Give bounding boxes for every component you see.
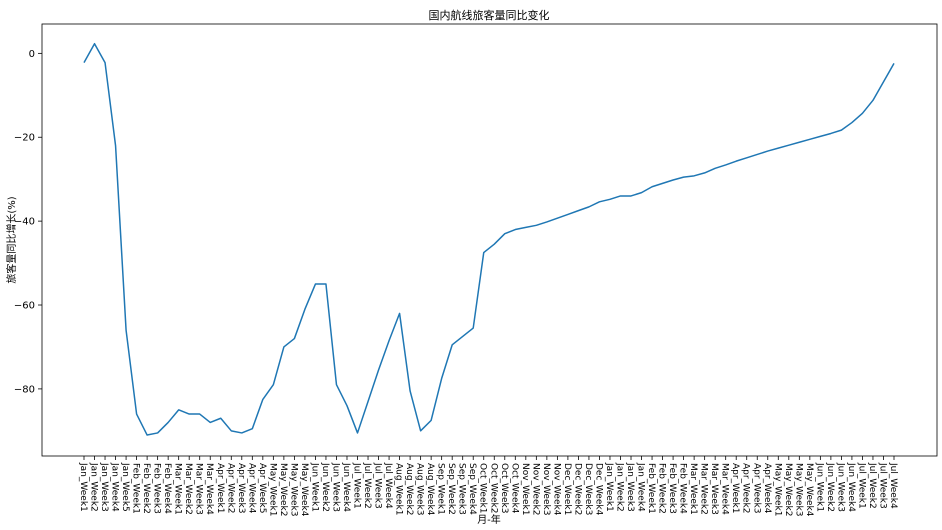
plot-frame bbox=[41, 23, 938, 457]
x-tick-label: Feb_Week1 bbox=[131, 463, 141, 514]
x-tick-label: Jul_Week1 bbox=[352, 462, 362, 509]
x-tick-label: Jul_Week1 bbox=[856, 462, 866, 509]
x-tick-label: Feb_Week2 bbox=[141, 463, 151, 514]
x-tick-label: Apr_Week2 bbox=[741, 463, 751, 513]
x-tick-label: Feb_Week1 bbox=[646, 463, 656, 514]
x-tick-label: Apr_Week3 bbox=[751, 463, 761, 513]
x-tick-label: Mar_Week4 bbox=[720, 463, 730, 515]
x-tick-label: Mar_Week3 bbox=[194, 463, 204, 515]
x-tick-label: Jun_Week4 bbox=[846, 462, 856, 512]
x-tick-label: Mar_Week2 bbox=[699, 463, 709, 515]
y-tick-label: 0 bbox=[29, 49, 35, 60]
x-tick-label: Jun_Week2 bbox=[825, 462, 835, 512]
x-tick-label: Jan_Week3 bbox=[625, 462, 635, 512]
x-tick-label: Jan_Week5 bbox=[120, 462, 130, 512]
x-tick-label: Mar_Week4 bbox=[204, 463, 214, 515]
x-tick-label: Jul_Week2 bbox=[867, 462, 877, 509]
x-tick-label: May_Week4 bbox=[804, 463, 814, 517]
x-tick-label: Nov_Week4 bbox=[551, 463, 561, 516]
x-tick-label: Jul_Week4 bbox=[383, 462, 393, 509]
x-tick-label: Sep_Week2 bbox=[446, 463, 456, 515]
x-tick-label: Jun_Week3 bbox=[330, 462, 340, 512]
x-tick-label: Jan_Week4 bbox=[110, 462, 120, 512]
x-tick-label: Jun_Week3 bbox=[835, 462, 845, 512]
y-tick-label: −80 bbox=[14, 384, 35, 395]
x-tick-label: Nov_Week2 bbox=[530, 463, 540, 515]
x-tick-label: Jan_Week1 bbox=[604, 462, 614, 512]
x-axis: Jan_Week1 Jan_Week2 Jan_Week3 Jan_Week4 Jan_… bbox=[78, 456, 898, 517]
x-tick-label: Apr_Week4 bbox=[246, 463, 256, 514]
x-tick-label: Jan_Week1 bbox=[78, 462, 88, 512]
y-axis: 0 −20 −40 −60 −80 bbox=[14, 49, 42, 395]
x-tick-label: Mar_Week2 bbox=[183, 463, 193, 515]
x-tick-label: Dec_Week1 bbox=[562, 463, 572, 515]
x-tick-label: Jul_Week2 bbox=[362, 462, 372, 509]
x-tick-label: Jun_Week1 bbox=[814, 462, 824, 512]
x-tick-label: Jan_Week3 bbox=[99, 462, 109, 512]
x-tick-label: May_Week3 bbox=[793, 463, 803, 517]
x-tick-label: Aug_Week3 bbox=[415, 463, 425, 515]
x-tick-label: Oct_Week1 bbox=[478, 463, 488, 513]
x-tick-label: Feb_Week3 bbox=[667, 463, 677, 514]
x-tick-label: Aug_Week2 bbox=[404, 463, 414, 515]
x-tick-label: Jun_Week4 bbox=[341, 462, 351, 512]
x-tick-label: Nov_Week1 bbox=[520, 463, 530, 515]
x-tick-label: Apr_Week1 bbox=[215, 463, 225, 513]
x-tick-label: May_Week4 bbox=[299, 463, 309, 517]
x-tick-label: Apr_Week1 bbox=[730, 463, 740, 513]
series-line bbox=[83, 42, 895, 436]
x-tick-label: Feb_Week3 bbox=[152, 463, 162, 514]
x-tick-label: Sep_Week4 bbox=[467, 463, 477, 515]
x-tick-label: May_Week1 bbox=[267, 463, 277, 517]
x-tick-label: Aug_Week4 bbox=[425, 463, 435, 516]
x-axis-label: 月-年 bbox=[477, 513, 501, 526]
x-tick-label: Feb_Week4 bbox=[678, 463, 688, 514]
x-tick-label: Jul_Week4 bbox=[888, 462, 898, 509]
x-tick-label: Feb_Week2 bbox=[657, 463, 667, 514]
x-tick-label: Apr_Week2 bbox=[225, 463, 235, 513]
x-tick-label: May_Week1 bbox=[772, 463, 782, 517]
x-tick-label: Nov_Week3 bbox=[541, 463, 551, 515]
x-tick-label: Mar_Week1 bbox=[173, 463, 183, 515]
y-tick-label: −40 bbox=[14, 217, 35, 228]
x-tick-label: Apr_Week5 bbox=[257, 463, 267, 513]
x-tick-label: Feb_Week4 bbox=[162, 463, 172, 514]
x-tick-label: Oct_Week3 bbox=[499, 463, 509, 513]
x-tick-label: Apr_Week3 bbox=[236, 463, 246, 513]
x-tick-label: Sep_Week3 bbox=[457, 463, 467, 515]
x-tick-label: May_Week3 bbox=[288, 463, 298, 517]
x-tick-label: Mar_Week1 bbox=[688, 463, 698, 515]
x-tick-label: Jun_Week1 bbox=[309, 462, 319, 512]
x-tick-label: Dec_Week3 bbox=[583, 463, 593, 515]
y-axis-label: 旅客量同比增长(%) bbox=[5, 196, 18, 283]
x-tick-label: Apr_Week4 bbox=[762, 463, 772, 514]
y-tick-label: −20 bbox=[14, 133, 35, 144]
x-tick-label: Jan_Week4 bbox=[636, 462, 646, 512]
x-tick-label: Dec_Week2 bbox=[572, 463, 582, 515]
y-tick-label: −60 bbox=[14, 301, 35, 312]
x-tick-label: Jun_Week2 bbox=[320, 462, 330, 512]
plot-area bbox=[41, 23, 938, 457]
x-tick-label: May_Week2 bbox=[278, 463, 288, 517]
x-tick-label: Jul_Week3 bbox=[373, 462, 383, 509]
x-tick-label: Dec_Week4 bbox=[593, 463, 603, 516]
x-tick-label: May_Week2 bbox=[783, 463, 793, 517]
x-tick-label: Oct_Week4 bbox=[509, 463, 519, 514]
x-tick-label: Jul_Week3 bbox=[877, 462, 887, 509]
chart-title: 国内航线旅客量同比变化 bbox=[429, 8, 550, 22]
x-tick-label: Sep_Week1 bbox=[436, 463, 446, 515]
x-tick-label: Oct_Week2 bbox=[488, 463, 498, 513]
x-tick-label: Jan_Week2 bbox=[89, 462, 99, 512]
x-tick-label: Jan_Week2 bbox=[614, 462, 624, 512]
x-tick-label: Aug_Week1 bbox=[394, 463, 404, 515]
x-tick-label: Mar_Week3 bbox=[709, 463, 719, 515]
